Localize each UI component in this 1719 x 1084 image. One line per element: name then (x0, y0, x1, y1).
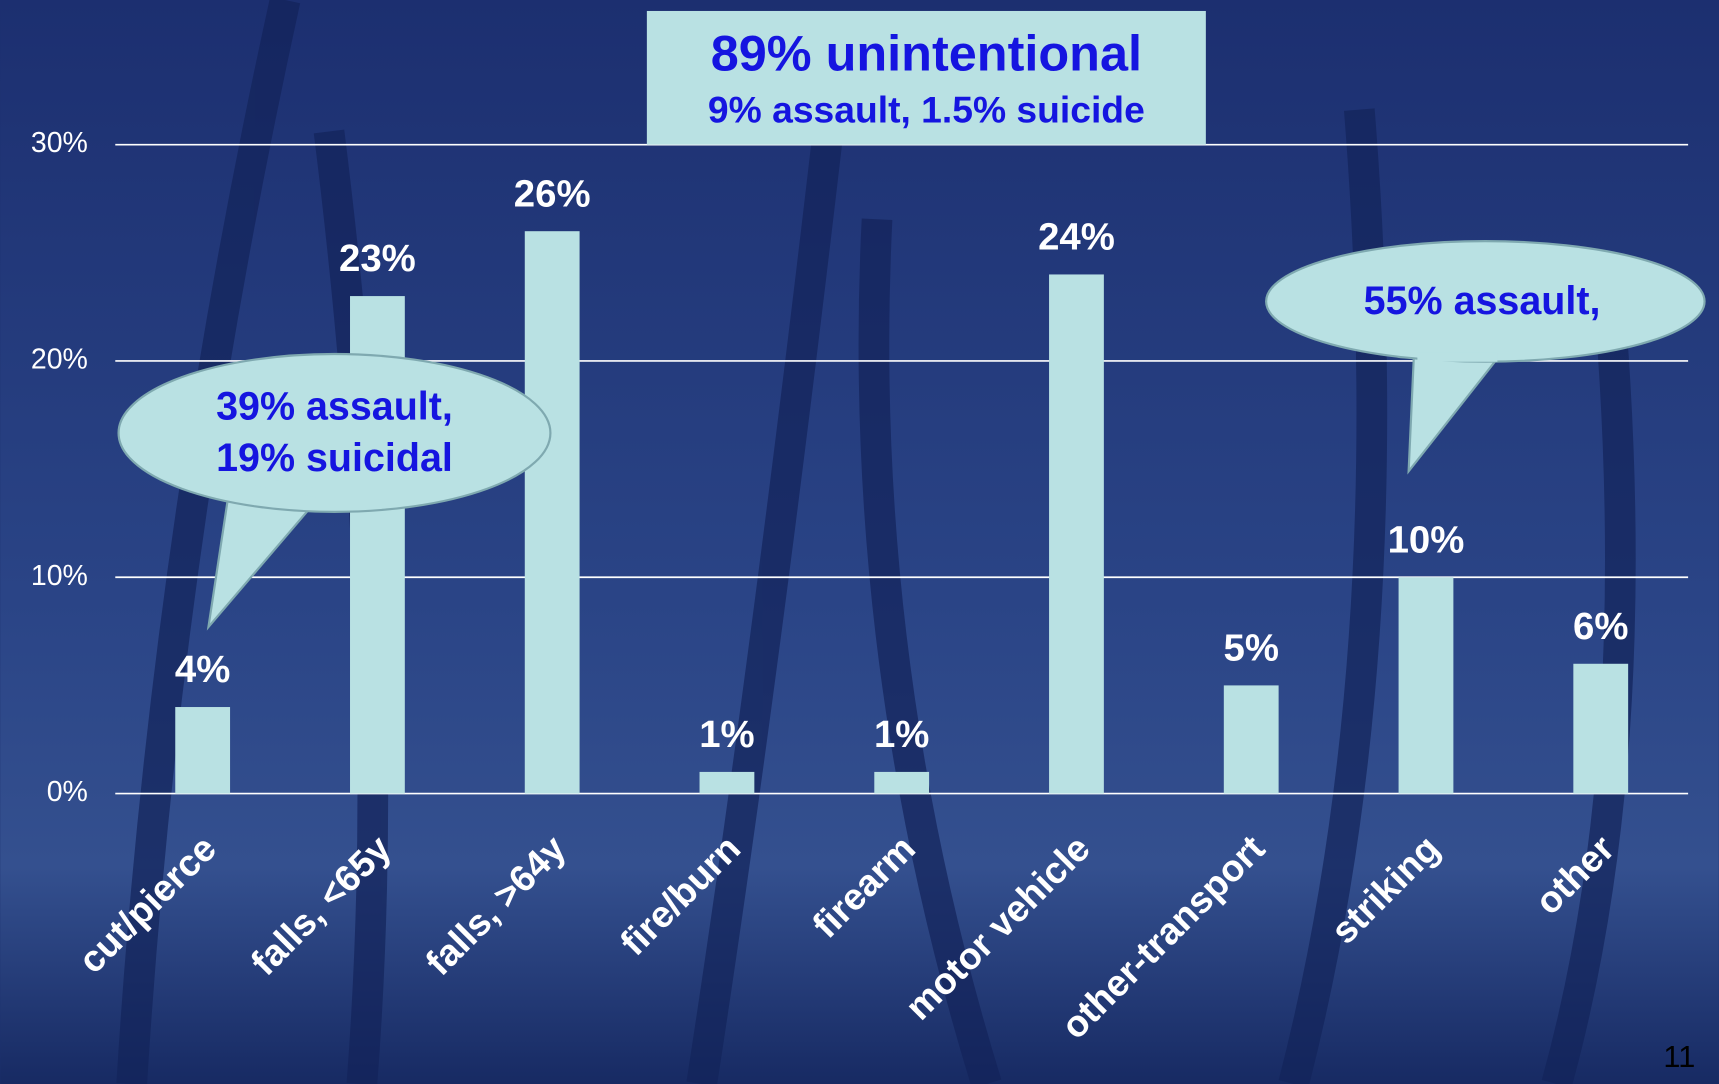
bar (1573, 663, 1629, 794)
value-label: 10% (1388, 518, 1465, 561)
callout: 55% assault, (1265, 240, 1706, 475)
bar (175, 707, 231, 794)
y-tick-label: 0% (47, 776, 88, 808)
y-tick-label: 10% (31, 560, 88, 592)
callout-text: 39% assault, (216, 384, 453, 428)
value-label: 24% (1038, 216, 1115, 259)
summary-title: 89% unintentional (711, 24, 1142, 81)
y-tick-label: 20% (31, 343, 88, 375)
value-label: 23% (339, 237, 416, 280)
value-label: 1% (699, 713, 754, 756)
summary-subtitle: 9% assault, 1.5% suicide (708, 89, 1145, 131)
callout-text: 19% suicidal (216, 436, 453, 480)
callout-text: 55% assault, (1364, 279, 1601, 323)
value-label: 26% (514, 172, 591, 215)
callout-joint (234, 472, 319, 498)
callout: 39% assault, 19% suicidal (117, 352, 552, 631)
callout-bubble (117, 352, 552, 513)
value-label: 5% (1223, 626, 1278, 669)
value-label: 4% (175, 648, 230, 691)
bar (874, 771, 930, 794)
page-number: 11 (1663, 1039, 1695, 1074)
bar (699, 771, 755, 794)
value-label: 1% (874, 713, 929, 756)
bar (524, 231, 580, 794)
y-tick-label: 30% (31, 127, 88, 159)
bar (1049, 274, 1104, 794)
bar (1223, 685, 1279, 794)
bar (1398, 577, 1454, 794)
value-label: 6% (1573, 605, 1628, 648)
summary-box (646, 10, 1206, 145)
